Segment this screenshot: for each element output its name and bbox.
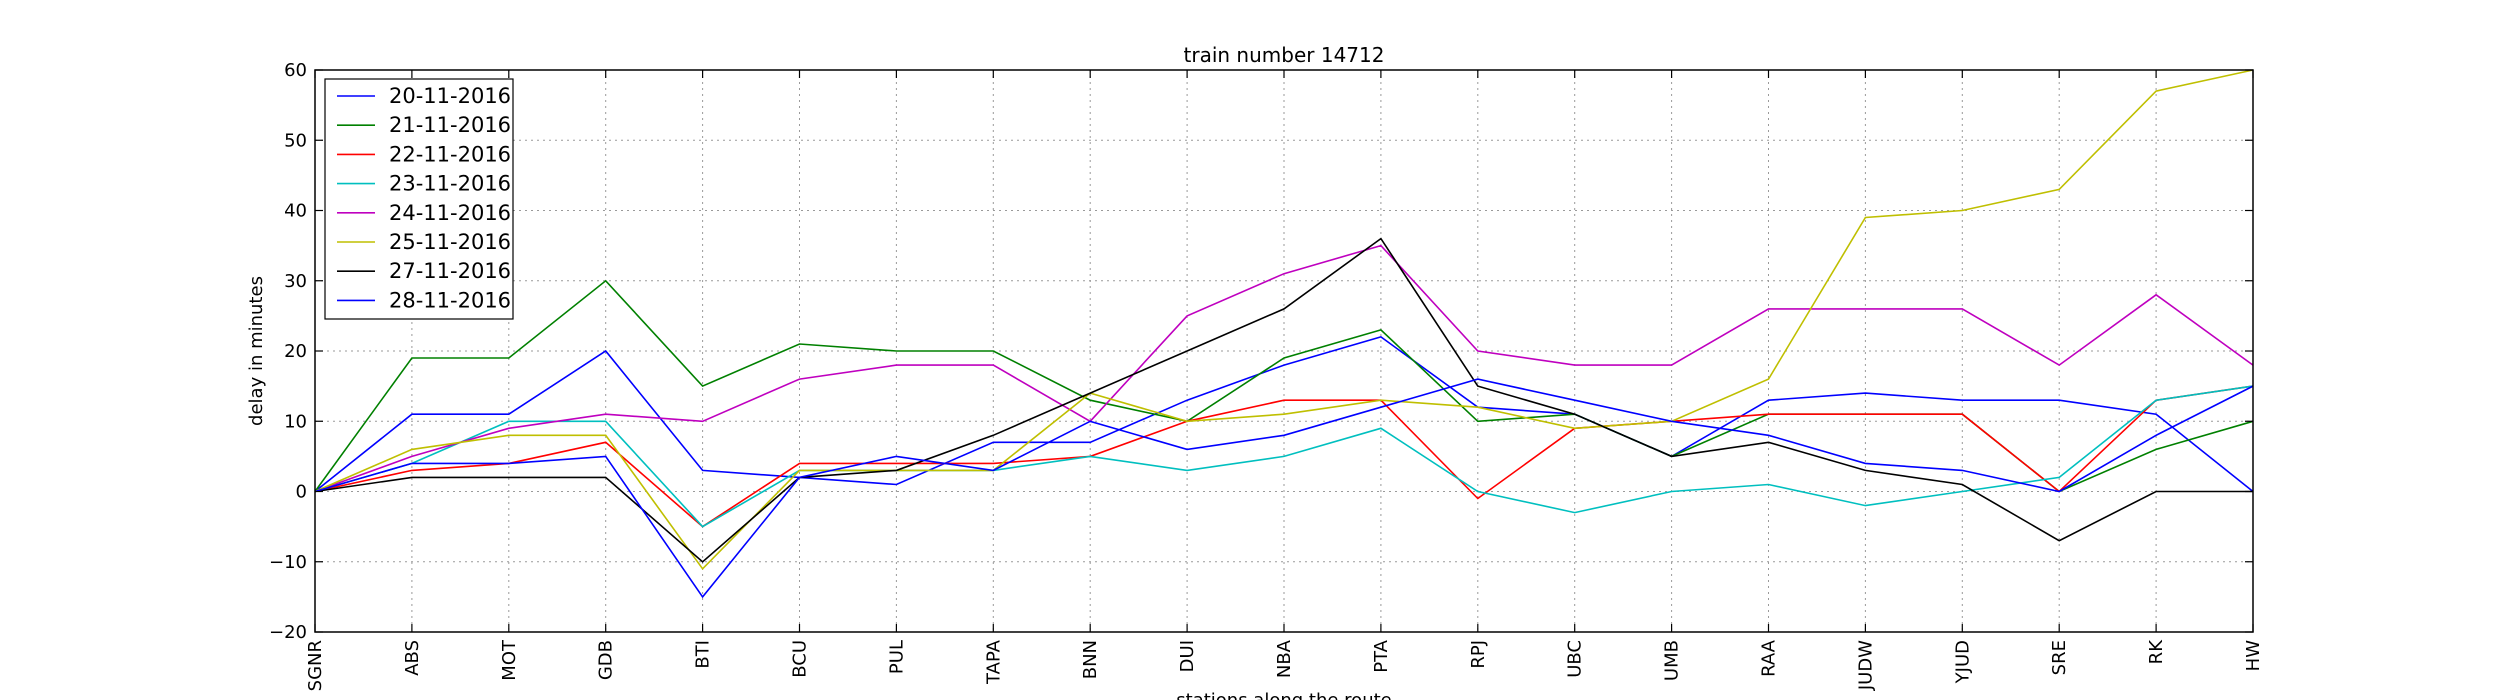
legend: 20-11-2016 21-11-2016 22-11-2016 23-11-2016…	[324, 78, 514, 320]
x-tick-label: BCU	[790, 640, 811, 678]
y-tick-label: 40	[284, 201, 307, 222]
series-line-25-11-2016	[314, 69, 2254, 571]
y-tick-label: 0	[296, 482, 307, 503]
series-line-24-11-2016	[314, 244, 2254, 493]
legend-label: 20-11-2016	[389, 84, 511, 108]
y-tick-label: −10	[269, 552, 307, 573]
x-tick-label: RAA	[1759, 639, 1780, 677]
x-tick-label: MOT	[499, 639, 520, 681]
y-axis-label: delay in minutes	[246, 276, 267, 426]
series-line-22-11-2016	[314, 385, 2254, 528]
series-line-20-11-2016	[314, 336, 2254, 493]
y-tick-label: 50	[284, 130, 307, 151]
y-tick-label: 10	[284, 411, 307, 432]
y-tick-label: 60	[284, 60, 307, 81]
x-tick-label: BTI	[693, 640, 714, 669]
axis-ticks: SGNR ABS MOT GDB BTI BCU PUL TAPA BNN DUI NBA PTA RP…	[269, 60, 2264, 691]
x-tick-label: ABS	[402, 640, 423, 676]
chart-title: train number 14712	[1184, 43, 1385, 67]
x-tick-label: UMB	[1662, 640, 1683, 681]
x-tick-label: RPJ	[1468, 640, 1489, 669]
legend-box	[324, 78, 514, 320]
x-tick-label: YJUD	[1952, 640, 1973, 684]
series-line-21-11-2016	[314, 279, 2254, 493]
legend-label: 21-11-2016	[389, 113, 511, 137]
series-line-27-11-2016	[314, 237, 2253, 563]
x-tick-label: BNN	[1080, 640, 1101, 679]
y-tick-label: 20	[284, 341, 307, 362]
legend-label: 28-11-2016	[389, 288, 511, 312]
x-tick-label: DUI	[1177, 640, 1198, 672]
x-tick-label: UBC	[1565, 640, 1586, 678]
legend-label: 23-11-2016	[389, 172, 511, 196]
x-tick-label: NBA	[1274, 639, 1295, 678]
series-lines	[314, 69, 2254, 599]
x-tick-label: SRE	[2049, 640, 2070, 675]
x-tick-label: RK	[2146, 639, 2167, 665]
y-tick-label: 30	[284, 271, 307, 292]
y-tick-label: −20	[269, 622, 307, 643]
x-tick-label: TAPA	[983, 639, 1004, 685]
grid	[315, 70, 2253, 632]
x-tick-label: GDB	[596, 640, 617, 680]
legend-label: 25-11-2016	[389, 230, 511, 254]
series-line-28-11-2016	[314, 378, 2254, 599]
legend-label: 24-11-2016	[389, 201, 511, 225]
x-tick-label: SGNR	[305, 640, 326, 691]
legend-label: 27-11-2016	[389, 259, 511, 283]
x-axis-label: stations along the route	[1176, 690, 1391, 700]
legend-label: 22-11-2016	[389, 142, 511, 166]
x-tick-label: JUDW	[1855, 640, 1876, 691]
series-line-23-11-2016	[314, 385, 2254, 528]
x-tick-label: HW	[2243, 640, 2264, 672]
x-tick-label: PTA	[1371, 639, 1392, 672]
x-tick-label: PUL	[886, 640, 907, 674]
